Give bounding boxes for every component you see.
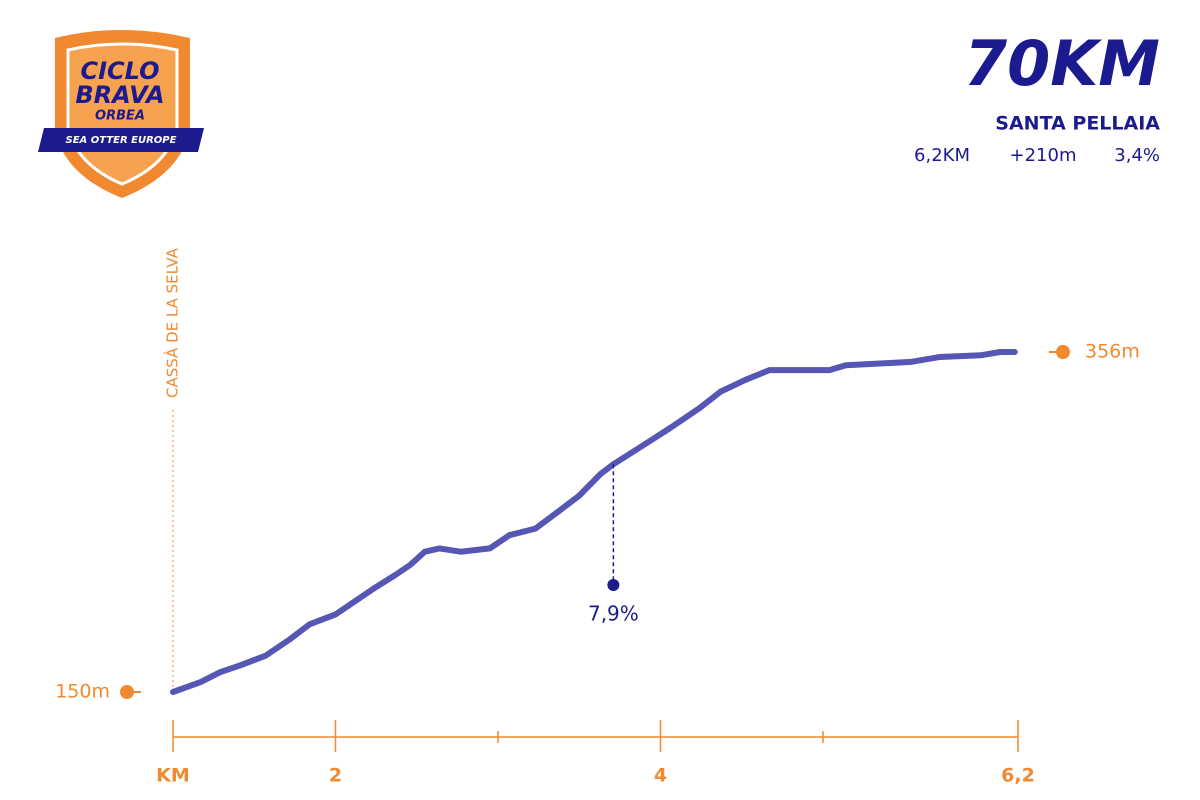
x-tick-label: KM	[156, 765, 190, 787]
stat: +210m	[1010, 145, 1077, 166]
x-tick-label: 6,2	[1001, 765, 1035, 787]
stat: 6,2KM	[914, 145, 970, 166]
x-tick-label: 4	[654, 765, 667, 787]
elevation-line	[170, 349, 1018, 695]
start-label: CASSÀ DE LA SELVA	[163, 247, 182, 398]
y-tick-dot	[1056, 345, 1070, 359]
logo-text: CICLO	[81, 57, 160, 85]
stat: 3,4%	[1114, 145, 1160, 166]
logo-banner-text: SEA OTTER EUROPE	[66, 135, 177, 146]
y-tick-label: 356m	[1085, 341, 1140, 363]
logo-banner	[38, 128, 204, 152]
y-tick-label: 150m	[55, 681, 110, 703]
annotation-label: 7,9%	[588, 602, 639, 626]
logo: CICLO BRAVA ORBEA SEA OTTER EUROPE	[38, 30, 204, 198]
x-tick-label: 2	[329, 765, 342, 787]
logo-text: BRAVA	[75, 81, 164, 109]
logo-brand: ORBEA	[95, 109, 145, 124]
title: 70KM	[964, 27, 1160, 100]
subtitle: SANTA PELLAIA	[995, 113, 1160, 135]
annotation-dot	[607, 579, 620, 591]
y-tick-dot	[120, 685, 134, 699]
